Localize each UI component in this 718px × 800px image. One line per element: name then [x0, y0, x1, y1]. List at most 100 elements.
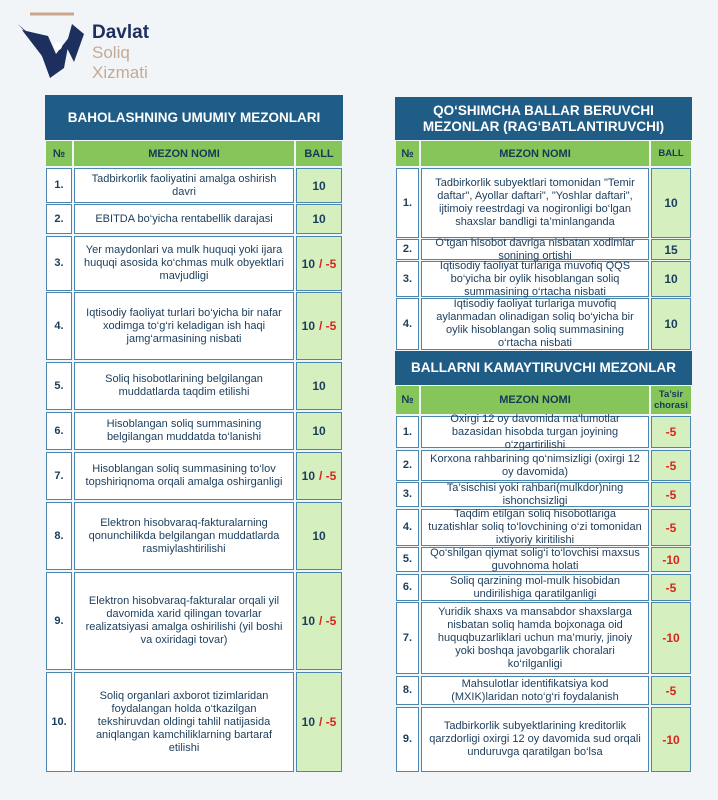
- score-part: -10: [662, 732, 680, 747]
- score-part: / -5: [319, 715, 337, 729]
- score-part: 10: [664, 196, 678, 210]
- row-number: 9.: [46, 572, 72, 670]
- criterion-name: Tadbirkorlik faoliyatini amalga oshirish…: [74, 168, 294, 203]
- row-number: 7.: [396, 602, 419, 674]
- criterion-name: O‘tgan hisobot davriga nisbatan xodimlar…: [421, 237, 649, 262]
- score: -10: [651, 707, 691, 772]
- score: 10 / -5: [296, 236, 342, 291]
- score-part: -5: [665, 580, 677, 595]
- table-title: BALLARNI KAMAYTIRUVCHI MEZONLAR: [395, 351, 692, 385]
- score-part: -10: [662, 631, 680, 645]
- score: 10: [296, 168, 342, 203]
- score-part: / -5: [319, 319, 337, 333]
- score: 10: [651, 298, 691, 350]
- criterion-name: Taqdim etilgan soliq hisobotlariga tuzat…: [421, 508, 649, 546]
- column-header: №: [396, 141, 419, 166]
- score: -10: [651, 547, 691, 572]
- row-number: 3.: [396, 261, 419, 297]
- score-part: 10: [312, 212, 326, 226]
- criterion-name: EBITDA bo‘yicha rentabellik darajasi: [74, 204, 294, 234]
- row-number: 2.: [396, 239, 419, 260]
- criterion-name: Elektron hisobvaraq-fakturalarning qonun…: [74, 502, 294, 570]
- criterion-name: Oxirgi 12 oy davomida ma’lumotlar bazasi…: [421, 413, 649, 451]
- column-header: №: [396, 386, 419, 414]
- row-number: 2.: [396, 450, 419, 481]
- row-number: 4.: [46, 292, 72, 360]
- criterion-name: Soliq hisobotlarining belgilangan muddat…: [74, 362, 294, 410]
- score-part: -10: [662, 552, 680, 567]
- logo-text: Davlat: [92, 22, 150, 43]
- score-part: / -5: [319, 614, 337, 628]
- criterion-name: Tadbirkorlik subyektlari tomonidan "Temi…: [421, 168, 649, 238]
- table-title: QO‘SHIMCHA BALLAR BERUVCHI MEZONLAR (RAG…: [395, 97, 692, 140]
- row-number: 5.: [46, 362, 72, 410]
- score-part: -5: [665, 458, 677, 473]
- score: -5: [651, 482, 691, 507]
- score: -5: [651, 450, 691, 481]
- row-number: 8.: [396, 676, 419, 705]
- score-part: 10: [301, 256, 315, 271]
- column-header: MEZON NOMI: [74, 141, 294, 166]
- row-number: 3.: [396, 482, 419, 507]
- score-part: -5: [665, 520, 677, 535]
- score: 15: [651, 239, 691, 260]
- criterion-name: Yer maydonlari va mulk huquqi yoki ijara…: [74, 236, 294, 291]
- row-number: 4.: [396, 298, 419, 350]
- score-part: 10: [312, 379, 326, 393]
- score-part: 10: [301, 715, 315, 729]
- score: -10: [651, 602, 691, 674]
- score-part: / -5: [319, 469, 337, 483]
- row-number: 9.: [396, 707, 419, 772]
- criterion-name: Iqtisodiy faoliyat turlariga muvofiq QQS…: [421, 260, 649, 298]
- score: 10 / -5: [296, 672, 342, 772]
- row-number: 6.: [46, 412, 72, 450]
- column-header: BALL: [651, 141, 691, 166]
- score-part: 10: [664, 317, 678, 331]
- column-header: №: [46, 141, 72, 166]
- score: 10: [651, 261, 691, 297]
- row-number: 7.: [46, 452, 72, 500]
- score: 10: [651, 168, 691, 238]
- row-number: 4.: [396, 509, 419, 546]
- column-header: MEZON NOMI: [421, 141, 649, 166]
- logo-text: Xizmati: [92, 63, 148, 82]
- score-part: -5: [665, 425, 677, 439]
- score: 10 / -5: [296, 292, 342, 360]
- score: 10: [296, 362, 342, 410]
- row-number: 10.: [46, 672, 72, 772]
- row-number: 3.: [46, 236, 72, 291]
- criterion-name: Korxona rahbarining qo‘nimsizligi (oxirg…: [421, 450, 649, 481]
- logo-wing: [66, 24, 84, 62]
- row-number: 2.: [46, 204, 72, 234]
- column-header: BALL: [296, 141, 342, 166]
- score-part: -5: [665, 487, 677, 502]
- score: 10: [296, 204, 342, 234]
- score: 10 / -5: [296, 452, 342, 500]
- score: 10: [296, 502, 342, 570]
- logo-text: Soliq: [92, 43, 130, 62]
- row-number: 1.: [46, 168, 72, 203]
- logo-bird: [22, 30, 70, 78]
- criterion-name: Ta’sischisi yoki rahbari(mulkdor)ning is…: [421, 482, 649, 507]
- row-number: 8.: [46, 502, 72, 570]
- score-part: 10: [301, 319, 315, 333]
- score: 10 / -5: [296, 572, 342, 670]
- table-title: BAHOLASHNING UMUMIY MEZONLARI: [45, 95, 343, 140]
- score: -5: [651, 676, 691, 705]
- criterion-name: Mahsulotlar identifikatsiya kod (MXIK)la…: [421, 676, 649, 705]
- logo: Davlat Soliq Xizmati: [18, 12, 150, 82]
- criterion-name: Soliq organlari axborot tizimlaridan foy…: [74, 672, 294, 772]
- score-part: / -5: [319, 256, 337, 271]
- score-part: 10: [301, 614, 315, 628]
- row-number: 1.: [396, 416, 419, 448]
- row-number: 5.: [396, 547, 419, 572]
- criterion-name: Tadbirkorlik subyektlarining kreditorlik…: [421, 707, 649, 772]
- criterion-name: Soliq qarzining mol-mulk hisobidan undir…: [421, 574, 649, 601]
- logo-eye: [54, 42, 62, 50]
- row-number: 1.: [396, 168, 419, 238]
- score-part: 15: [664, 242, 678, 257]
- criterion-name: Elektron hisobvaraq-fakturalar orqali yi…: [74, 572, 294, 670]
- row-number: 6.: [396, 574, 419, 601]
- score-part: 10: [312, 529, 326, 543]
